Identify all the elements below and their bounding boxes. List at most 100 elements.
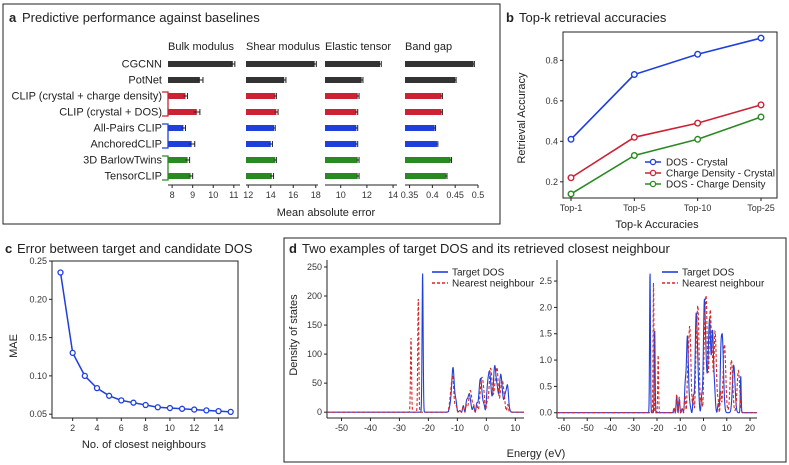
panel-b-letter: b — [506, 10, 514, 25]
bar — [405, 157, 451, 163]
method-label: All-Pairs CLIP — [94, 123, 162, 135]
bar — [325, 141, 357, 147]
y-tick-label: 2.0 — [539, 302, 552, 312]
series-line — [570, 104, 762, 179]
x-tick-label: -20 — [422, 423, 435, 433]
y-tick-label: 0.15 — [29, 333, 47, 343]
x-tick-label: 9 — [190, 190, 195, 200]
bar — [168, 77, 200, 83]
x-tick-label: 10 — [510, 423, 520, 433]
bar — [246, 109, 277, 115]
x-tick-label: 0.45 — [446, 190, 464, 200]
bar — [405, 61, 474, 67]
bar — [325, 157, 358, 163]
data-point — [757, 101, 765, 109]
data-point — [105, 392, 113, 399]
panel-a-title: Predictive performance against baselines — [22, 10, 260, 25]
x-tick-label: 0 — [701, 423, 706, 433]
y-tick-label: 0.20 — [29, 294, 47, 304]
target-dos-line — [327, 273, 524, 413]
panel-c-xlabel: No. of closest neighbours — [82, 439, 207, 451]
panel-d-title: Two examples of target DOS and its retri… — [302, 241, 670, 256]
data-point — [142, 401, 149, 409]
method-label: PotNet — [128, 75, 162, 87]
data-point — [203, 407, 210, 414]
y-tick-label: 0.6 — [545, 96, 558, 106]
y-tick-label: 0.05 — [29, 409, 47, 419]
bar — [405, 109, 442, 115]
panel-b-title: Top-k retrieval accuracies — [519, 10, 667, 25]
legend-label: DOS - Charge Density — [666, 180, 765, 191]
x-tick-label: -60 — [557, 423, 570, 433]
data-point — [57, 269, 64, 276]
panel-a-letter: a — [9, 10, 17, 25]
panel-a-frame — [2, 3, 501, 225]
panel-c-plot: 0.05 0.10 0.15 0.20 0.25 2 4 6 8 10 12 14 — [29, 256, 239, 433]
bar — [246, 125, 275, 131]
data-point — [567, 190, 575, 198]
x-tick-label: 2 — [70, 423, 75, 433]
legend-label: DOS - Crystal — [666, 158, 728, 169]
subplot-title: Bulk modulus — [168, 41, 235, 53]
data-point — [81, 372, 88, 380]
panel-b-ylabel: Retrieval Accuracy — [516, 72, 528, 164]
x-tick-label: -10 — [674, 423, 687, 433]
y-tick-label: 100 — [307, 349, 322, 359]
mae-line — [59, 272, 231, 413]
method-label: AnchoredCLIP — [90, 139, 162, 151]
x-tick-label: -20 — [650, 423, 663, 433]
bar — [405, 125, 435, 131]
y-tick-label: 0.25 — [29, 256, 47, 266]
x-tick-label: 10 — [722, 423, 732, 433]
legend-marker — [649, 158, 657, 166]
x-tick-label: -10 — [451, 423, 464, 433]
x-tick-label: -40 — [364, 423, 377, 433]
bar — [405, 77, 456, 83]
group-bracket — [162, 123, 169, 149]
data-point — [757, 113, 765, 121]
data-point — [227, 408, 234, 416]
method-label: CGCNN — [122, 59, 162, 71]
legend-marker — [649, 180, 657, 188]
bar — [405, 93, 442, 99]
legend-label: Target DOS — [452, 268, 505, 279]
x-tick-label: Top-25 — [747, 203, 775, 213]
y-tick-label: 200 — [307, 291, 322, 301]
data-point — [694, 50, 702, 58]
x-tick-label: 12 — [189, 423, 199, 433]
bar — [246, 141, 271, 147]
y-tick-label: 0 — [317, 407, 322, 417]
group-bracket — [162, 155, 169, 181]
data-point — [630, 133, 638, 141]
data-point — [694, 135, 702, 143]
method-label: CLIP (crystal + DOS) — [59, 107, 162, 119]
group-bracket — [162, 91, 169, 117]
y-tick-label: 0.10 — [29, 371, 47, 381]
x-tick-label: 8 — [143, 423, 148, 433]
nearest-neighbour-line — [327, 298, 524, 414]
bar — [325, 125, 357, 131]
x-tick-label: 0.5 — [472, 190, 485, 200]
y-tick-label: 250 — [307, 262, 322, 272]
legend-marker — [649, 169, 657, 177]
y-tick-label: 0.0 — [539, 408, 552, 418]
x-tick-label: 18 — [311, 190, 321, 200]
panel-c-title: Error between target and candidate DOS — [17, 241, 253, 256]
legend-label: Target DOS — [682, 268, 735, 279]
plot-frame — [562, 31, 778, 199]
bar — [246, 173, 272, 179]
x-tick-label: 14 — [214, 423, 224, 433]
bar — [168, 61, 233, 67]
bar — [168, 141, 192, 147]
bar — [325, 77, 362, 83]
legend-label: Nearest neighbour — [452, 279, 535, 290]
subplot-title: Shear modulus — [246, 41, 320, 53]
bar — [325, 93, 358, 99]
bar — [246, 157, 276, 163]
bar — [246, 77, 285, 83]
x-tick-label: 10 — [208, 190, 218, 200]
data-point — [178, 405, 186, 412]
bar — [325, 109, 357, 115]
x-tick-label: 0 — [484, 423, 489, 433]
x-tick-label: -50 — [581, 423, 594, 433]
